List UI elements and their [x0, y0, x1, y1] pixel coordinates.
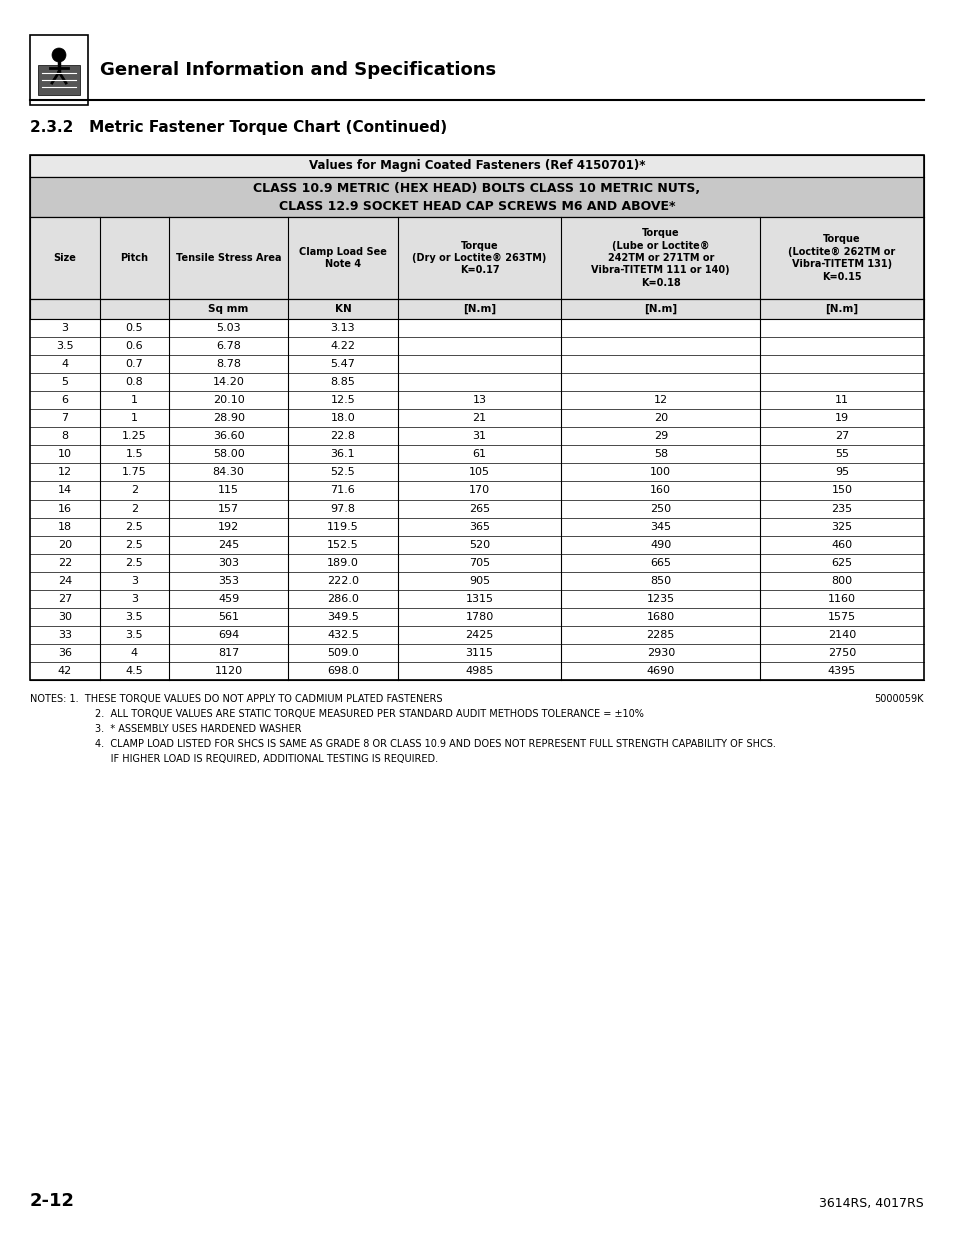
- Bar: [30, 482, 923, 499]
- Text: 71.6: 71.6: [330, 485, 355, 495]
- Text: 1315: 1315: [465, 594, 493, 604]
- Text: 160: 160: [650, 485, 671, 495]
- Text: 4690: 4690: [646, 666, 674, 676]
- Text: 2-12: 2-12: [30, 1192, 75, 1210]
- Text: 3: 3: [131, 594, 137, 604]
- Text: 1.5: 1.5: [126, 450, 143, 459]
- Text: 2.  ALL TORQUE VALUES ARE STATIC TORQUE MEASURED PER STANDARD AUDIT METHODS TOLE: 2. ALL TORQUE VALUES ARE STATIC TORQUE M…: [95, 709, 643, 719]
- Text: 16: 16: [58, 504, 71, 514]
- Text: 460: 460: [831, 540, 852, 550]
- Text: 245: 245: [218, 540, 239, 550]
- Text: 520: 520: [469, 540, 490, 550]
- Text: 3.  * ASSEMBLY USES HARDENED WASHER: 3. * ASSEMBLY USES HARDENED WASHER: [95, 724, 301, 734]
- Bar: [30, 590, 923, 608]
- Text: 105: 105: [469, 467, 490, 478]
- Text: 55: 55: [834, 450, 848, 459]
- Text: 1575: 1575: [827, 611, 855, 622]
- Text: 6.78: 6.78: [216, 341, 241, 351]
- Text: 12: 12: [57, 467, 71, 478]
- Text: 30: 30: [58, 611, 71, 622]
- Text: 694: 694: [218, 630, 239, 640]
- Text: 5.47: 5.47: [330, 359, 355, 369]
- Text: Sq mm: Sq mm: [209, 304, 249, 314]
- Text: 13: 13: [472, 395, 486, 405]
- Text: 97.8: 97.8: [330, 504, 355, 514]
- Text: 192: 192: [218, 521, 239, 531]
- Text: General Information and Specifications: General Information and Specifications: [100, 61, 496, 79]
- Text: 95: 95: [834, 467, 848, 478]
- Text: 152.5: 152.5: [327, 540, 358, 550]
- Bar: [30, 536, 923, 553]
- Text: 20: 20: [57, 540, 71, 550]
- Text: 52.5: 52.5: [330, 467, 355, 478]
- Bar: [30, 517, 923, 536]
- Text: [N.m]: [N.m]: [643, 304, 677, 314]
- Text: 8.85: 8.85: [330, 377, 355, 388]
- Bar: [30, 356, 923, 373]
- Text: Torque
(Lube or Loctite®
242TM or 271TM or
Vibra-TITETM 111 or 140)
K=0.18: Torque (Lube or Loctite® 242TM or 271TM …: [591, 228, 729, 288]
- Bar: [38, 65, 80, 95]
- Text: 1780: 1780: [465, 611, 493, 622]
- Text: 4985: 4985: [465, 666, 493, 676]
- Text: 0.7: 0.7: [125, 359, 143, 369]
- Text: 33: 33: [58, 630, 71, 640]
- Text: 4.  CLAMP LOAD LISTED FOR SHCS IS SAME AS GRADE 8 OR CLASS 10.9 AND DOES NOT REP: 4. CLAMP LOAD LISTED FOR SHCS IS SAME AS…: [95, 739, 775, 748]
- Text: 698.0: 698.0: [327, 666, 358, 676]
- Text: 115: 115: [218, 485, 239, 495]
- Text: 705: 705: [469, 558, 490, 568]
- Text: 58: 58: [653, 450, 667, 459]
- Bar: [30, 553, 923, 572]
- Bar: [30, 409, 923, 427]
- Text: 625: 625: [831, 558, 852, 568]
- Text: 1.25: 1.25: [122, 431, 147, 441]
- Bar: [30, 177, 923, 217]
- Text: 2.3.2   Metric Fastener Torque Chart (Continued): 2.3.2 Metric Fastener Torque Chart (Cont…: [30, 120, 447, 135]
- Text: 12.5: 12.5: [330, 395, 355, 405]
- Text: IF HIGHER LOAD IS REQUIRED, ADDITIONAL TESTING IS REQUIRED.: IF HIGHER LOAD IS REQUIRED, ADDITIONAL T…: [95, 755, 437, 764]
- Text: 22: 22: [57, 558, 71, 568]
- Text: [N.m]: [N.m]: [462, 304, 496, 314]
- Text: 7: 7: [61, 414, 69, 424]
- Text: 235: 235: [831, 504, 852, 514]
- Text: 20: 20: [653, 414, 667, 424]
- Text: [N.m]: [N.m]: [824, 304, 858, 314]
- Text: 349.5: 349.5: [327, 611, 358, 622]
- Text: 6: 6: [61, 395, 69, 405]
- Text: 4.22: 4.22: [330, 341, 355, 351]
- Bar: [30, 608, 923, 626]
- Text: 345: 345: [650, 521, 671, 531]
- Bar: [30, 391, 923, 409]
- Text: 1.75: 1.75: [122, 467, 147, 478]
- Text: 1235: 1235: [646, 594, 674, 604]
- Text: 8.78: 8.78: [216, 359, 241, 369]
- Text: 2.5: 2.5: [125, 540, 143, 550]
- Text: 11: 11: [834, 395, 848, 405]
- Text: 2: 2: [131, 504, 138, 514]
- Text: Size: Size: [53, 253, 76, 263]
- Bar: [30, 427, 923, 446]
- Text: 3.5: 3.5: [56, 341, 73, 351]
- Text: 303: 303: [218, 558, 239, 568]
- Text: 14: 14: [57, 485, 71, 495]
- Text: 28.90: 28.90: [213, 414, 244, 424]
- Text: 1: 1: [131, 414, 137, 424]
- Text: 2930: 2930: [646, 648, 674, 658]
- Text: 5.03: 5.03: [216, 324, 241, 333]
- Text: 665: 665: [650, 558, 671, 568]
- Text: 2.5: 2.5: [125, 558, 143, 568]
- Bar: [30, 319, 923, 337]
- Text: 170: 170: [469, 485, 490, 495]
- Text: 3: 3: [131, 576, 137, 585]
- Text: 14.20: 14.20: [213, 377, 244, 388]
- Text: 3.13: 3.13: [331, 324, 355, 333]
- Text: 1120: 1120: [214, 666, 242, 676]
- Text: 22.8: 22.8: [330, 431, 355, 441]
- Text: 2750: 2750: [827, 648, 855, 658]
- Text: KN: KN: [335, 304, 351, 314]
- Text: 27: 27: [57, 594, 71, 604]
- Text: 3614RS, 4017RS: 3614RS, 4017RS: [819, 1197, 923, 1210]
- Bar: [30, 299, 923, 319]
- Text: 2.5: 2.5: [125, 521, 143, 531]
- Bar: [30, 337, 923, 356]
- Text: 353: 353: [218, 576, 239, 585]
